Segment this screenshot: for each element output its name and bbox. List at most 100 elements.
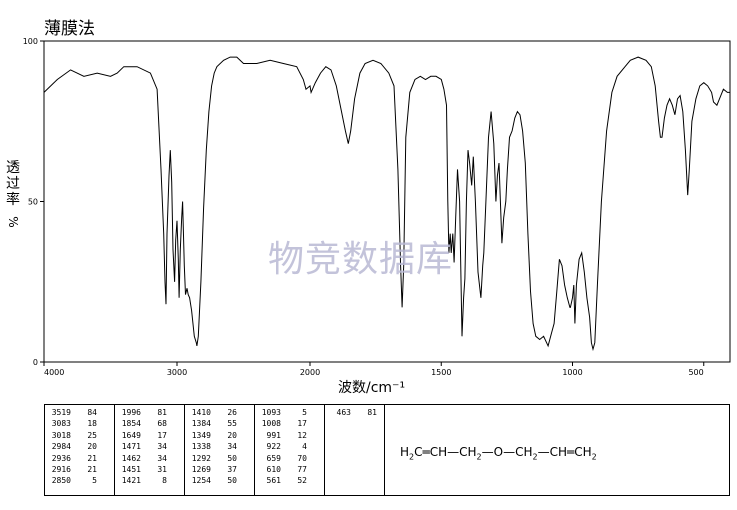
x-tick-label: 500 bbox=[688, 368, 703, 377]
y-label-unit: % bbox=[6, 216, 20, 228]
peak-wavenumber: 1462 bbox=[121, 453, 141, 463]
peak-table-row: 1008 17 bbox=[255, 418, 324, 429]
peak-transmittance: 26 bbox=[227, 408, 237, 417]
peak-transmittance: 25 bbox=[87, 430, 97, 440]
peak-table-row: 3083 18 bbox=[45, 418, 114, 429]
peak-table-row: 561 52 bbox=[255, 475, 324, 486]
peak-wavenumber: 1996 bbox=[121, 408, 141, 417]
peak-wavenumber: 2850 bbox=[51, 476, 71, 486]
peak-wavenumber: 1254 bbox=[191, 476, 211, 486]
formula-part: —O—CH bbox=[481, 445, 533, 459]
y-tick-label: 50 bbox=[28, 198, 38, 207]
peak-wavenumber: 1349 bbox=[191, 430, 211, 440]
peak-wavenumber: 1338 bbox=[191, 442, 211, 452]
peak-table-row: 1093 5 bbox=[255, 407, 324, 418]
peak-table-column: 3519 84 3083 18 3018 25 2984 20 2936 21 2916 21 2850… bbox=[45, 405, 115, 495]
peak-wavenumber: 2984 bbox=[51, 442, 71, 452]
peak-transmittance: 55 bbox=[227, 419, 237, 429]
peak-transmittance: 77 bbox=[297, 465, 307, 475]
peak-table-row: 463 81 bbox=[325, 407, 384, 418]
peak-table-row: 1854 68 bbox=[115, 418, 184, 429]
structure-formula: H2C═CH—CH2—O—CH2—CH═CH2 bbox=[400, 445, 597, 461]
peak-wavenumber: 1451 bbox=[121, 465, 141, 475]
peak-wavenumber: 3018 bbox=[51, 430, 71, 440]
peak-wavenumber: 1269 bbox=[191, 465, 211, 475]
y-label-char: 率 bbox=[6, 192, 20, 208]
watermark-text: 物竞数据库 bbox=[268, 239, 454, 280]
peak-table-row: 610 77 bbox=[255, 464, 324, 475]
spectrum-line bbox=[43, 56, 730, 352]
peak-table-row: 1462 34 bbox=[115, 453, 184, 464]
sample-method-title: 薄膜法 bbox=[44, 19, 95, 39]
peak-transmittance: 5 bbox=[302, 408, 307, 417]
x-tick-label: 2000 bbox=[300, 368, 320, 377]
peak-transmittance: 84 bbox=[87, 408, 97, 417]
peak-table-row: 922 4 bbox=[255, 441, 324, 452]
y-label-char: 过 bbox=[6, 176, 20, 192]
plot-frame bbox=[43, 40, 731, 363]
peak-table-row: 1649 17 bbox=[115, 430, 184, 441]
peak-table-row: 1451 31 bbox=[115, 464, 184, 475]
peak-wavenumber: 1093 bbox=[261, 408, 281, 417]
peak-transmittance: 21 bbox=[87, 453, 97, 463]
peak-transmittance: 34 bbox=[227, 442, 237, 452]
formula-part: —CH═CH bbox=[537, 445, 592, 459]
peak-table-row: 1996 81 bbox=[115, 407, 184, 418]
peak-transmittance: 4 bbox=[302, 442, 307, 452]
peak-wavenumber: 1292 bbox=[191, 453, 211, 463]
ir-spectrum-chart: 4000 3000 2000 1500 1000 500 0 50 100 bbox=[23, 37, 731, 377]
peak-transmittance: 37 bbox=[227, 465, 237, 475]
peak-wavenumber: 561 bbox=[266, 476, 281, 486]
peak-table-row: 2936 21 bbox=[45, 453, 114, 464]
peak-transmittance: 31 bbox=[157, 465, 167, 475]
peak-table-row: 1254 50 bbox=[185, 475, 254, 486]
peak-wavenumber: 1471 bbox=[121, 442, 141, 452]
x-tick-label: 1500 bbox=[431, 368, 451, 377]
peak-table-row: 2984 20 bbox=[45, 441, 114, 452]
formula-part: 2 bbox=[476, 452, 482, 462]
peak-transmittance: 34 bbox=[157, 442, 167, 452]
y-tick-label: 0 bbox=[33, 358, 38, 367]
y-label-char: 透 bbox=[6, 160, 20, 176]
x-tick-label: 4000 bbox=[44, 368, 64, 377]
peak-transmittance: 68 bbox=[157, 419, 167, 429]
peak-table-row: 1410 26 bbox=[185, 407, 254, 418]
peak-transmittance: 52 bbox=[297, 476, 307, 486]
peak-wavenumber: 2936 bbox=[51, 453, 71, 463]
peak-table-row: 1269 37 bbox=[185, 464, 254, 475]
peak-table-row: 1421 8 bbox=[115, 475, 184, 486]
peak-table-row: 1384 55 bbox=[185, 418, 254, 429]
peak-wavenumber: 2916 bbox=[51, 465, 71, 475]
peak-table: 3519 84 3083 18 3018 25 2984 20 2936 21 2916 21 2850… bbox=[44, 404, 730, 496]
formula-part: 2 bbox=[409, 452, 415, 462]
peak-wavenumber: 991 bbox=[266, 430, 281, 440]
peak-transmittance: 8 bbox=[162, 476, 167, 486]
y-tick-label: 100 bbox=[23, 37, 38, 46]
peak-transmittance: 50 bbox=[227, 453, 237, 463]
peak-wavenumber: 1008 bbox=[261, 419, 281, 429]
peak-transmittance: 18 bbox=[87, 419, 97, 429]
peak-transmittance: 81 bbox=[157, 408, 167, 417]
peak-wavenumber: 610 bbox=[266, 465, 281, 475]
y-axis-label: 透 过 率 % bbox=[2, 160, 24, 230]
peak-table-row: 991 12 bbox=[255, 430, 324, 441]
peak-table-row: 3519 84 bbox=[45, 407, 114, 418]
peak-wavenumber: 3083 bbox=[51, 419, 71, 429]
peak-transmittance: 17 bbox=[297, 419, 307, 429]
formula-part: C═CH—CH bbox=[414, 445, 477, 459]
x-axis-label: 波数/cm⁻¹ bbox=[338, 380, 406, 396]
peak-wavenumber: 1410 bbox=[191, 408, 211, 417]
peak-wavenumber: 1649 bbox=[121, 430, 141, 440]
peak-wavenumber: 1384 bbox=[191, 419, 211, 429]
peak-table-column: 1410 26 1384 55 1349 20 1338 34 1292 50 1269 37 1254… bbox=[185, 405, 255, 495]
peak-transmittance: 34 bbox=[157, 453, 167, 463]
peak-transmittance: 81 bbox=[367, 408, 377, 417]
peak-table-row: 1338 34 bbox=[185, 441, 254, 452]
peak-table-row: 1349 20 bbox=[185, 430, 254, 441]
peak-wavenumber: 659 bbox=[266, 453, 281, 463]
peak-table-row: 659 70 bbox=[255, 453, 324, 464]
formula-part: 2 bbox=[532, 452, 538, 462]
peak-table-row: 2850 5 bbox=[45, 475, 114, 486]
peak-table-row: 3018 25 bbox=[45, 430, 114, 441]
formula-part: H bbox=[400, 445, 410, 459]
